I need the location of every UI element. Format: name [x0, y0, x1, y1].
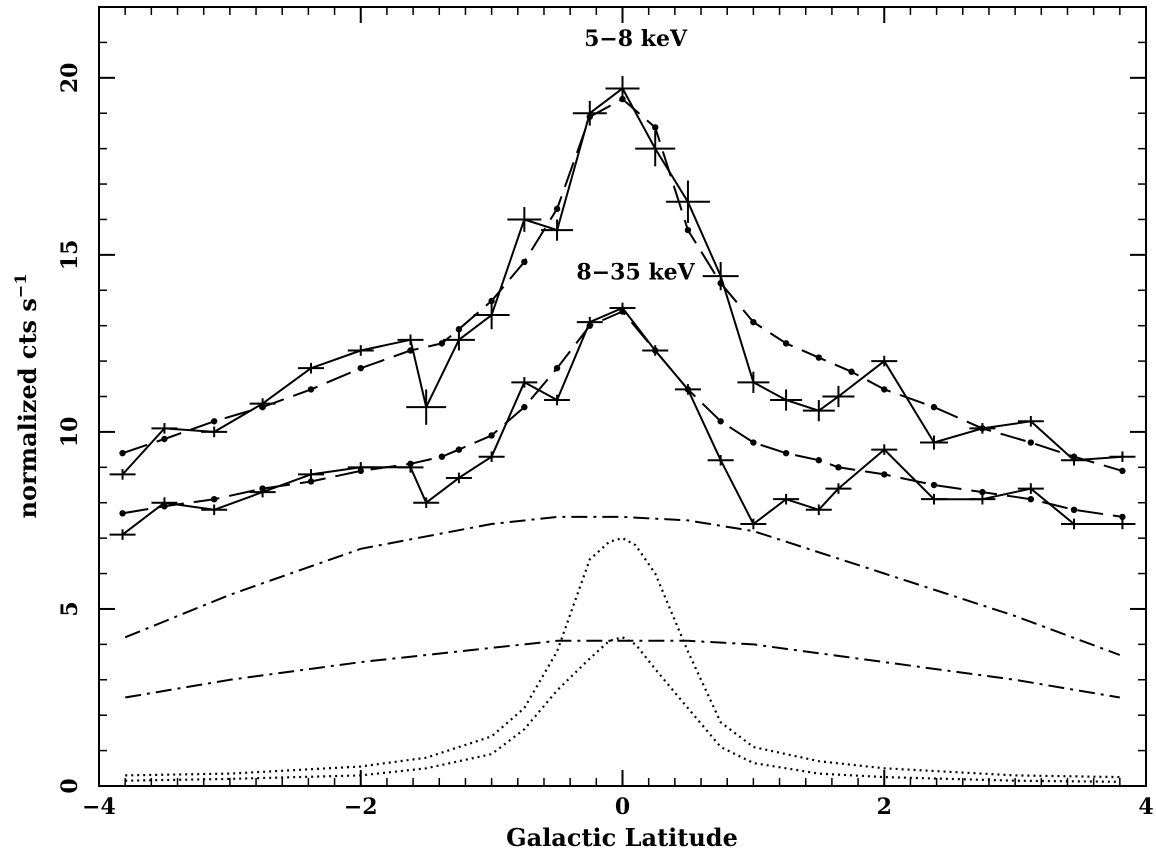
y-tick-label: 20: [57, 63, 83, 94]
data-point: [407, 347, 414, 354]
data-point: [1027, 439, 1035, 446]
data-point: [438, 340, 446, 347]
data-point: [161, 503, 168, 510]
data-point: [930, 481, 938, 489]
data-point: [259, 485, 266, 492]
data-point: [979, 488, 986, 496]
data-point: [1119, 467, 1126, 475]
data-point: [652, 124, 659, 131]
data-point: [815, 354, 823, 361]
series-5: [125, 639, 1120, 699]
y-tick-label: 15: [57, 240, 83, 271]
data-point: [210, 418, 218, 425]
x-tick-label: 2: [877, 794, 892, 820]
data-point: [553, 205, 561, 213]
data-point: [307, 478, 315, 485]
data-point: [357, 364, 364, 372]
data-point: [553, 364, 561, 372]
series-4: [124, 515, 1121, 656]
x-tick-label: 4: [1138, 794, 1153, 820]
series-line: [125, 636, 1120, 783]
data-point: [521, 258, 528, 266]
series-6: [125, 536, 1120, 779]
data-point: [1027, 495, 1035, 503]
series-line: [121, 307, 1123, 536]
data-point: [782, 449, 790, 457]
y-tick-label: 5: [57, 601, 83, 616]
data-point: [119, 510, 126, 517]
data-point: [652, 347, 659, 354]
series-1: [119, 95, 1126, 475]
data-point: [488, 432, 495, 439]
series-line: [124, 515, 1121, 656]
tick-labels: −4 −2 0 2 4 0 5 10 15 20: [57, 63, 1154, 820]
annotation-0: 5−8 keV: [584, 26, 688, 52]
data-point: [438, 453, 446, 460]
data-point: [1119, 513, 1126, 521]
annotations: 5−8 keV 8−35 keV: [576, 26, 695, 286]
data-point: [979, 425, 986, 432]
series-2: [109, 302, 1136, 540]
data-point: [750, 439, 757, 446]
data-point: [717, 418, 724, 425]
data-point: [835, 464, 842, 471]
data-point: [307, 386, 315, 393]
data-point: [881, 471, 888, 478]
data-point: [259, 403, 266, 411]
axis-ticks: [98, 6, 1147, 787]
data-point: [684, 386, 692, 393]
x-tick-label: −2: [344, 794, 378, 820]
data-point: [586, 113, 593, 120]
data-point: [586, 322, 593, 329]
data-point: [930, 403, 938, 411]
data-point: [210, 495, 218, 503]
data-point: [848, 368, 855, 375]
data-point: [455, 446, 463, 453]
data-point: [815, 457, 823, 464]
data-point: [619, 308, 626, 315]
x-axis-label: Galactic Latitude: [506, 823, 738, 852]
series-7: [125, 636, 1120, 783]
data-point: [619, 95, 626, 103]
series-line: [125, 536, 1120, 779]
series-3: [119, 308, 1126, 521]
y-axis-label-exponent: −1: [11, 274, 30, 299]
y-axis-label-text: normalized cts s: [13, 298, 42, 518]
plot-frame: [98, 6, 1147, 787]
data-point: [161, 435, 168, 443]
series-line: [122, 310, 1123, 518]
series-line: [125, 639, 1120, 699]
data-point: [750, 318, 757, 326]
data-point: [1070, 506, 1078, 514]
data-point: [684, 226, 692, 234]
y-axis-label: normalized cts s−1: [11, 274, 42, 519]
data-point: [407, 460, 414, 467]
x-tick-label: −4: [82, 794, 116, 820]
y-tick-label: 10: [57, 417, 83, 448]
data-point: [357, 467, 364, 475]
data-point: [521, 403, 528, 411]
data-point: [1070, 453, 1078, 460]
data-point: [455, 326, 463, 333]
series-0: [109, 76, 1136, 480]
data-point: [782, 340, 790, 347]
x-tick-label: 0: [615, 794, 630, 820]
annotation-1: 8−35 keV: [576, 260, 695, 286]
data-point: [881, 386, 888, 393]
y-tick-label: 0: [57, 778, 83, 793]
series-layer: [109, 76, 1136, 783]
data-point: [717, 279, 724, 287]
data-point: [488, 297, 495, 305]
data-point: [119, 449, 126, 457]
